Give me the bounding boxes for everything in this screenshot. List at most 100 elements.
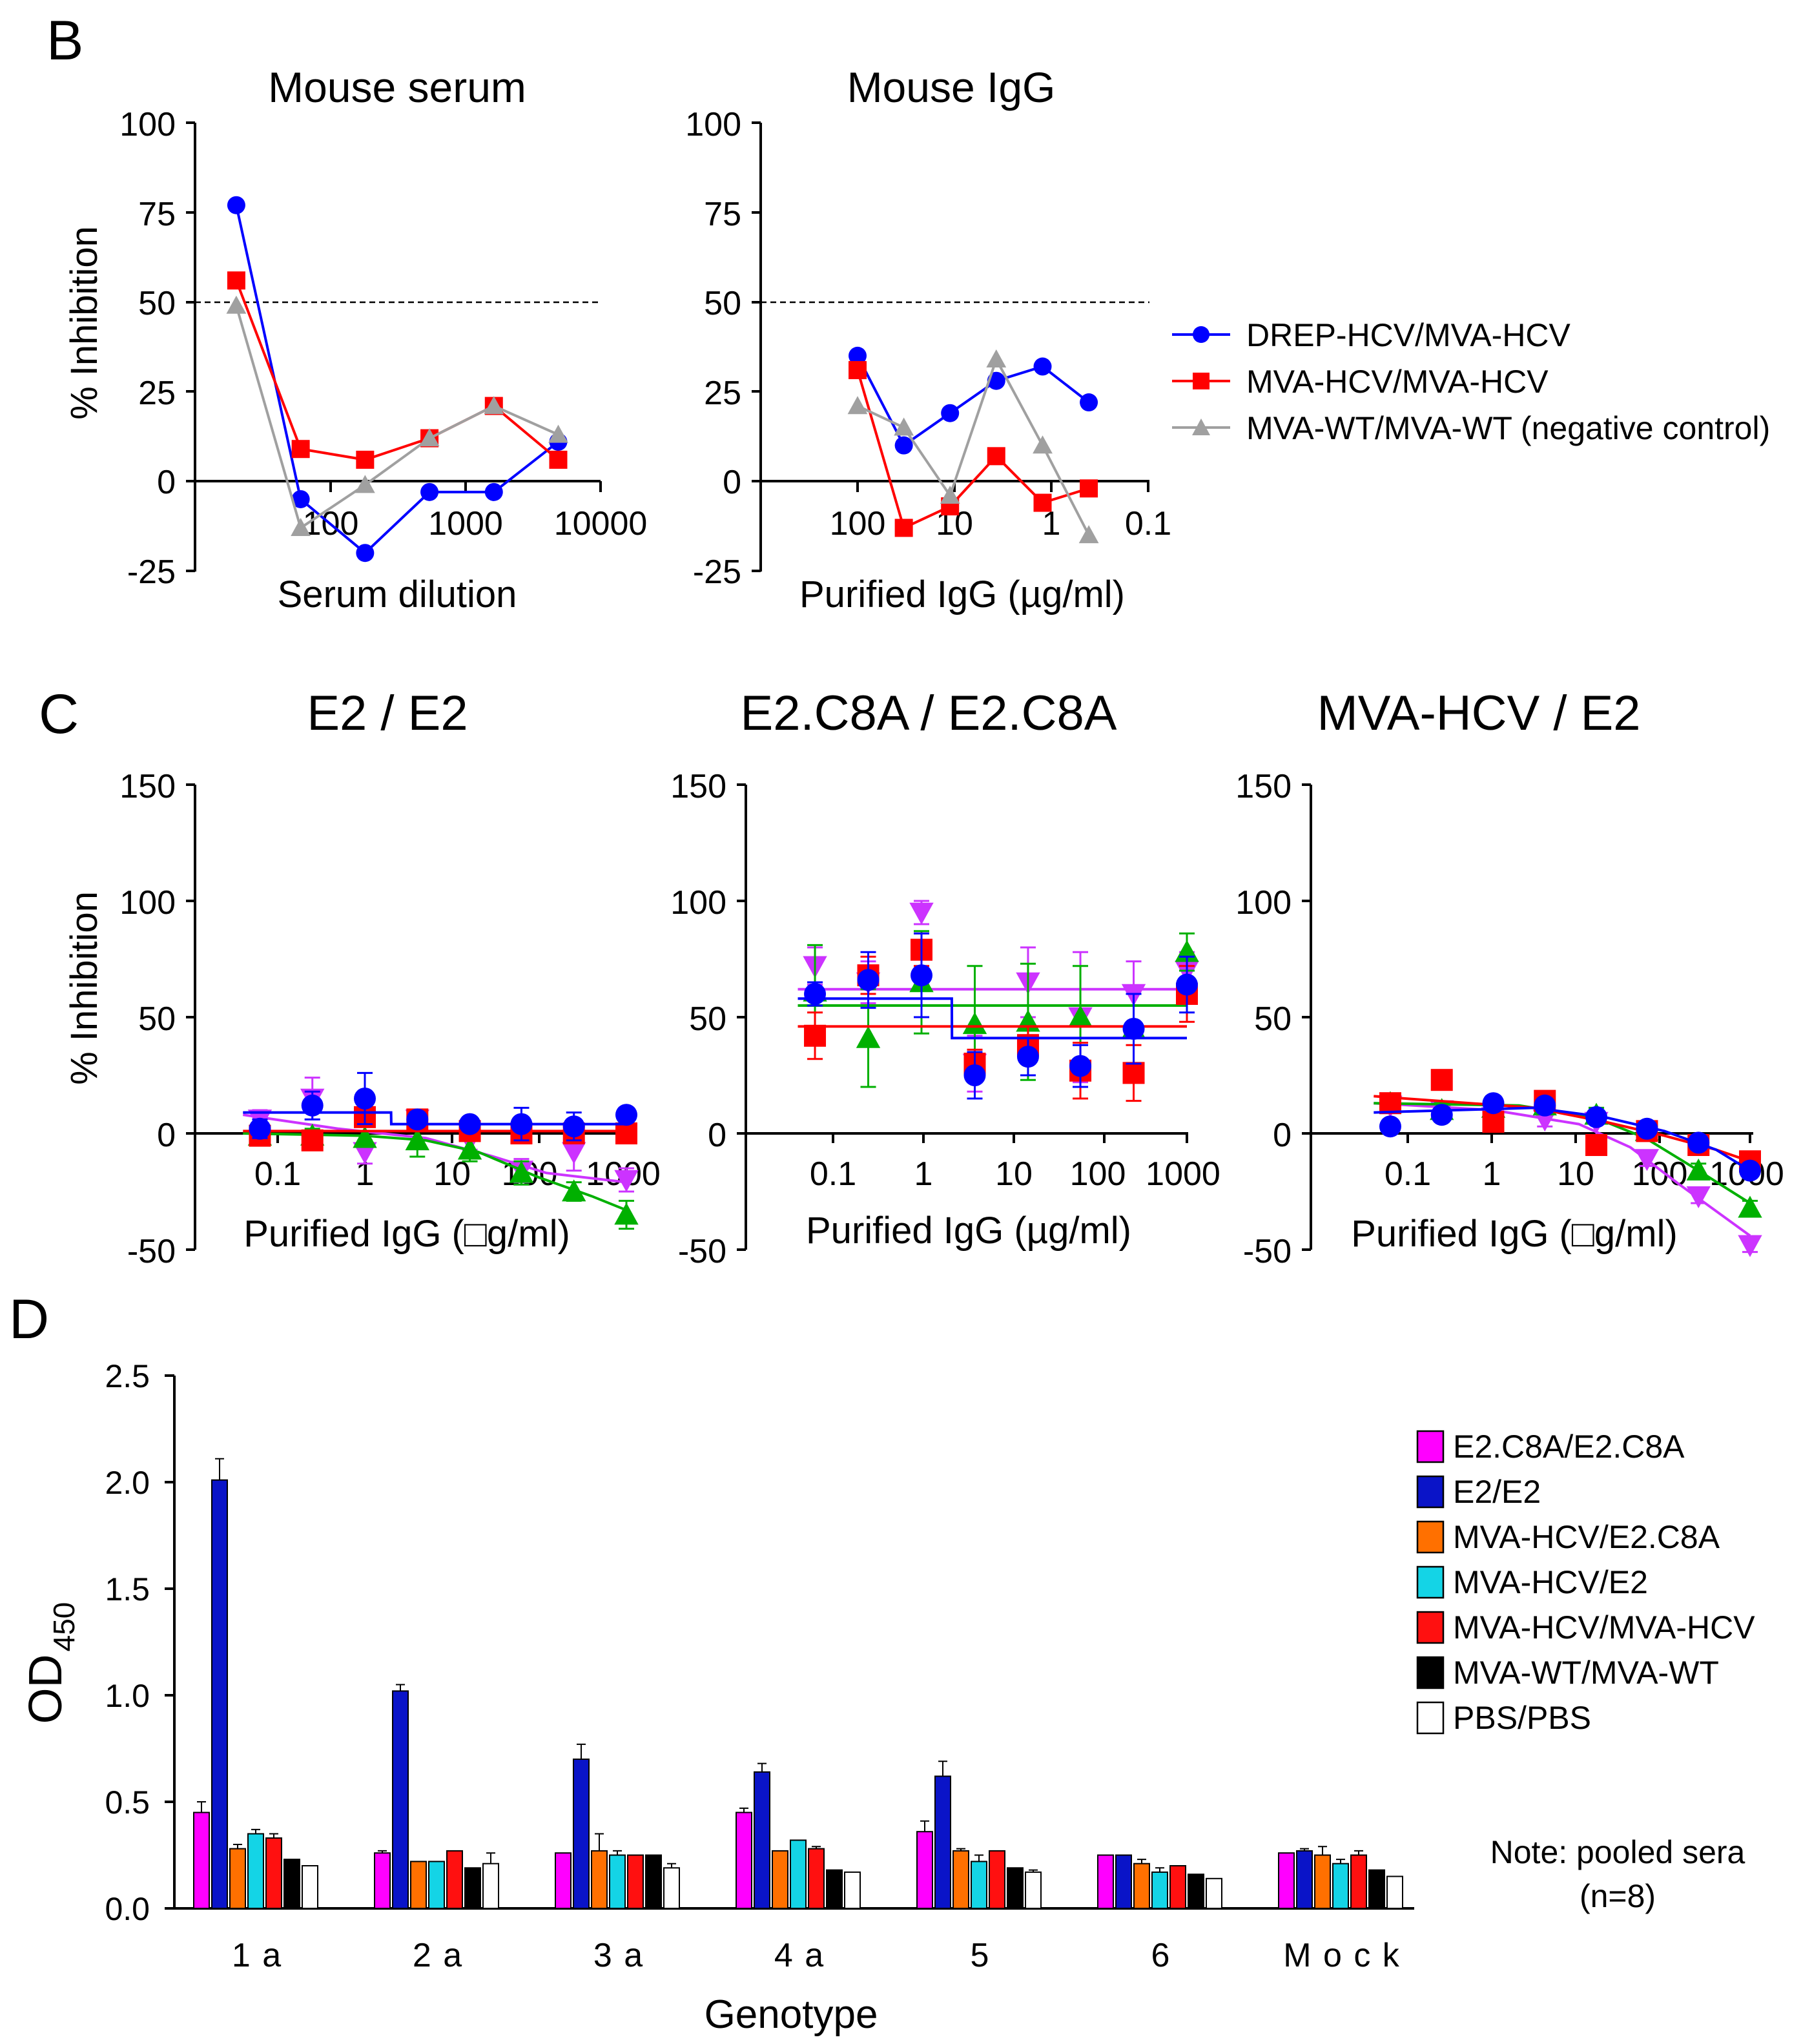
c3-point-magenta (1634, 1149, 1660, 1172)
c2-point-green (962, 1012, 987, 1035)
bar-pbs-pbs (302, 1865, 318, 1909)
b-igg-point-mva-hcv-mva-hcv (1080, 479, 1098, 498)
legend-swatch-pbs-pbs (1416, 1701, 1445, 1735)
c1-point-red (615, 1122, 637, 1144)
d-category-label: M o c k (1283, 1937, 1401, 1974)
d-category-label: 4 a (774, 1937, 825, 1974)
c2-ytick: -50 (678, 1233, 726, 1270)
b-igg-point-drep-hcv-mva-hcv (1080, 393, 1098, 412)
bar-errorbar (956, 1848, 965, 1851)
b-serum-title: Mouse serum (268, 63, 526, 111)
bar-mva-wt-mva-wt (826, 1869, 843, 1910)
c1-ytick: 0 (157, 1117, 176, 1154)
bar-e2-e2 (1115, 1854, 1132, 1909)
b-igg-point-mva-wt-mva-wt-negative-control- (940, 486, 960, 504)
bar-errorbar (595, 1833, 604, 1851)
c1-ytick: -50 (127, 1233, 176, 1270)
b-serum-ytick: 75 (138, 196, 176, 233)
c-e2-plot: 150 100 50 0 -50 0.1 1 10 100 1000 (119, 768, 661, 1270)
bar-errorbar (215, 1458, 224, 1480)
b-igg-line-mva-wt-mva-wt-negative-control- (857, 356, 1090, 536)
c2-ytick: 0 (708, 1117, 726, 1154)
bar-e2-c8a-e2-c8a (555, 1852, 571, 1909)
bar-errorbar (613, 1850, 622, 1855)
bar-errorbar (197, 1801, 206, 1813)
c2-xlabel: Purified IgG (µg/ml) (806, 1210, 1131, 1252)
c3-point-blue (1430, 1104, 1453, 1126)
bar-mva-hcv-e2-c8a (410, 1861, 427, 1909)
c-mvahcv-plot: 150 100 50 0 -50 0.1 1 10 100 1000 (1235, 768, 1784, 1270)
c3-point-red (1430, 1069, 1453, 1091)
legend-swatch-mva-hcv-e2 (1416, 1565, 1445, 1599)
b-igg-point-mva-hcv-mva-hcv (1033, 493, 1052, 512)
panel-label-d: D (9, 1288, 49, 1350)
bar-errorbar (739, 1807, 748, 1813)
b-serum-xlabel: Serum dilution (278, 573, 517, 615)
legend-label-e2-e2: E2/E2 (1453, 1474, 1541, 1510)
b-igg-title: Mouse IgG (847, 63, 1056, 111)
bar-errorbar (577, 1743, 586, 1759)
b-serum-point-mva-hcv-mva-hcv (356, 450, 375, 469)
c3-xtick: 0.1 (1385, 1155, 1431, 1193)
b-serum-line-mva-hcv-mva-hcv (235, 280, 559, 461)
c2-point-blue (857, 969, 880, 991)
c3-xtick: 10 (1557, 1155, 1594, 1193)
d-ylabel: OD450 (20, 1602, 81, 1724)
c1-ytick: 150 (119, 768, 176, 805)
svg-text:OD450: OD450 (20, 1602, 81, 1724)
b-legend: DREP-HCV/MVA-HCV MVA-HCV/MVA-HCV MVA-WT/… (1172, 317, 1770, 446)
b-igg-ytick: 25 (704, 375, 741, 412)
bar-errorbar (938, 1760, 947, 1777)
b-serum-point-drep-hcv-mva-hcv (356, 544, 375, 563)
c3-point-blue (1482, 1092, 1505, 1115)
panel-label-c: C (39, 683, 79, 745)
d-ytick: 0.5 (105, 1784, 150, 1821)
d-note-line1: Note: pooled sera (1490, 1834, 1745, 1870)
b-igg-point-drep-hcv-mva-hcv (1033, 357, 1052, 376)
c2-point-blue (1069, 1055, 1092, 1077)
bar-e2-c8a-e2-c8a (736, 1812, 752, 1909)
b-serum-xtick: 10000 (554, 505, 648, 542)
c2-xtick: 0.1 (810, 1155, 856, 1193)
bar-errorbar (974, 1854, 983, 1862)
b-serum-xtick: 1000 (428, 505, 503, 542)
bar-e2-c8a-e2-c8a (1097, 1854, 1114, 1909)
c3-fit-blue (1374, 1106, 1751, 1172)
bar-e2-c8a-e2-c8a (193, 1812, 210, 1909)
c3-fit-red (1374, 1095, 1751, 1163)
bar-errorbar (1354, 1850, 1363, 1855)
bar-errorbar (233, 1844, 242, 1849)
c3-point-red (1585, 1134, 1608, 1156)
bar-mva-hcv-e2 (247, 1833, 264, 1909)
b-igg-xlabel: Purified IgG (µg/ml) (799, 573, 1125, 615)
legend-label-mva-hcv-mva-hcv: MVA-HCV/MVA-HCV (1453, 1609, 1755, 1646)
b-serum-point-mva-wt-mva-wt-negative-control- (419, 428, 440, 447)
bar-e2-e2 (392, 1690, 409, 1909)
d-bar-plot: 2.5 2.0 1.5 1.0 0.5 0.0 1 a 2 a 3 a 4 a 5 6 M … (105, 1358, 1414, 1974)
bar-pbs-pbs (1025, 1871, 1042, 1909)
b-serum-point-drep-hcv-mva-hcv (484, 482, 503, 501)
c1-xtick: 0.1 (254, 1155, 301, 1193)
b-serum-point-mva-wt-mva-wt-negative-control- (226, 295, 247, 314)
bar-errorbar (396, 1684, 405, 1691)
c2-point-blue (1016, 1046, 1039, 1068)
d-note-line2: (n=8) (1580, 1878, 1656, 1914)
d-legend: E2.C8A/E2.C8A E2/E2 MVA-HCV/E2.C8A MVA-HCV/… (1416, 1429, 1755, 1736)
b-igg-point-drep-hcv-mva-hcv (849, 346, 867, 365)
c2-point-blue (911, 964, 932, 987)
bar-mva-hcv-mva-hcv (1169, 1865, 1186, 1909)
b-igg-point-mva-hcv-mva-hcv (987, 447, 1005, 466)
bar-pbs-pbs (663, 1867, 680, 1910)
legend-label-mva-hcv-e2: MVA-HCV/E2 (1453, 1564, 1648, 1600)
b-igg-ytick: 0 (723, 464, 741, 501)
bar-e2-c8a-e2-c8a (374, 1852, 391, 1909)
c2-ytick: 50 (689, 1000, 726, 1038)
bar-e2-e2 (573, 1759, 590, 1909)
c1-point-blue (458, 1113, 481, 1135)
c2-ytick: 100 (670, 884, 726, 922)
bar-e2-e2 (934, 1775, 951, 1909)
bar-e2-e2 (1296, 1850, 1313, 1909)
c2-xtick: 1000 (1146, 1155, 1220, 1193)
c2-point-red (1122, 1062, 1145, 1084)
c3-ytick: -50 (1243, 1233, 1292, 1270)
